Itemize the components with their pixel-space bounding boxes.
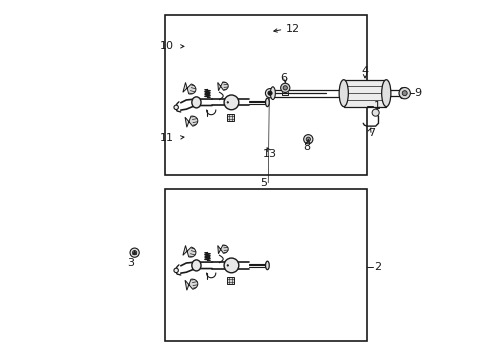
Text: 6: 6 bbox=[280, 73, 287, 83]
Ellipse shape bbox=[381, 80, 390, 107]
Bar bbox=[343, 80, 386, 107]
Text: 4: 4 bbox=[361, 66, 368, 76]
Polygon shape bbox=[183, 246, 196, 257]
Ellipse shape bbox=[191, 260, 201, 271]
Circle shape bbox=[174, 268, 178, 273]
Circle shape bbox=[283, 86, 287, 90]
Circle shape bbox=[303, 135, 312, 144]
Text: 7: 7 bbox=[367, 128, 374, 138]
Polygon shape bbox=[184, 279, 197, 290]
Polygon shape bbox=[183, 82, 196, 94]
Text: 13: 13 bbox=[263, 149, 277, 159]
Polygon shape bbox=[217, 245, 228, 254]
Ellipse shape bbox=[339, 80, 347, 107]
Ellipse shape bbox=[265, 261, 269, 270]
Ellipse shape bbox=[224, 95, 238, 110]
Circle shape bbox=[226, 102, 228, 103]
Bar bbox=[164, 189, 366, 341]
Bar bbox=[164, 15, 366, 175]
Circle shape bbox=[280, 83, 289, 93]
Ellipse shape bbox=[191, 97, 201, 108]
Circle shape bbox=[371, 109, 378, 116]
Text: 2: 2 bbox=[373, 262, 381, 272]
Circle shape bbox=[174, 105, 178, 109]
Circle shape bbox=[265, 89, 274, 98]
Circle shape bbox=[305, 137, 310, 141]
Bar bbox=[226, 277, 234, 284]
Circle shape bbox=[132, 251, 137, 255]
Ellipse shape bbox=[270, 87, 275, 100]
Ellipse shape bbox=[399, 88, 404, 99]
Bar bbox=[226, 114, 234, 121]
Circle shape bbox=[267, 91, 272, 95]
Ellipse shape bbox=[265, 98, 269, 107]
Ellipse shape bbox=[224, 258, 238, 273]
Text: 9: 9 bbox=[414, 88, 421, 98]
Circle shape bbox=[130, 248, 139, 257]
Text: 12: 12 bbox=[286, 24, 300, 34]
Text: 3: 3 bbox=[127, 258, 134, 267]
Text: 5: 5 bbox=[260, 178, 267, 188]
Circle shape bbox=[226, 265, 228, 266]
Text: 11: 11 bbox=[159, 133, 173, 143]
Text: 1: 1 bbox=[373, 100, 381, 111]
Text: 10: 10 bbox=[159, 41, 173, 51]
Circle shape bbox=[402, 91, 407, 96]
Circle shape bbox=[398, 87, 409, 99]
Polygon shape bbox=[217, 82, 228, 91]
Text: 8: 8 bbox=[303, 142, 310, 152]
Polygon shape bbox=[184, 116, 197, 127]
